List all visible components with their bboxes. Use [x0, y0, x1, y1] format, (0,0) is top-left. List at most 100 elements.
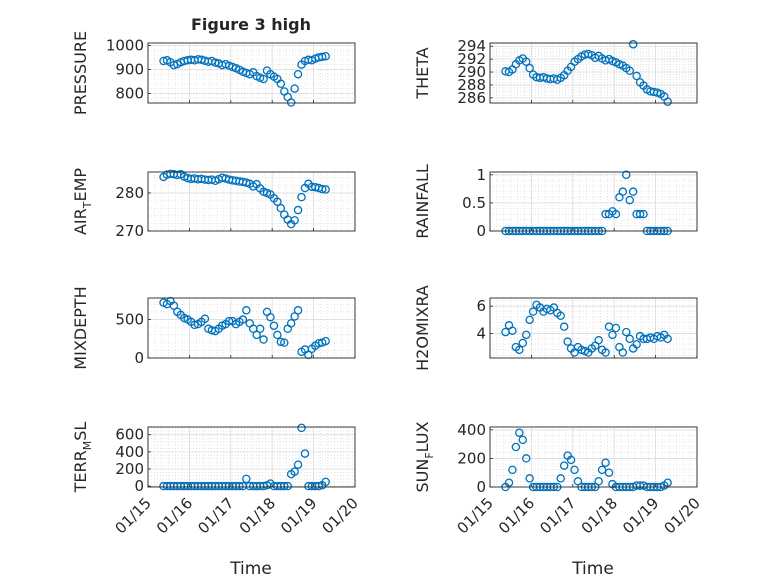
figure-title: Figure 3 high — [191, 15, 311, 34]
data-point — [511, 442, 521, 452]
y-axis-label: AIRTEMP — [71, 168, 94, 235]
y-tick-label: 900 — [115, 60, 144, 78]
data-point — [597, 465, 607, 475]
data-point — [169, 60, 179, 70]
data-point — [321, 185, 330, 194]
axes-box — [489, 42, 698, 104]
chart-panel-4: 0 0.5 1 RAINFALL — [413, 164, 698, 240]
y-tick-label: 292 — [457, 50, 486, 68]
y-tick-label: 200 — [457, 449, 486, 467]
data-point — [283, 481, 292, 491]
data-point — [625, 66, 634, 75]
plot-area — [490, 172, 697, 231]
data-point — [601, 348, 610, 357]
data-point — [286, 98, 296, 107]
data-point — [293, 205, 303, 215]
data-point — [622, 327, 631, 337]
data-point — [525, 474, 534, 483]
data-point — [276, 337, 286, 347]
y-tick-label: 800 — [115, 84, 144, 102]
data-point — [286, 319, 296, 328]
y-tick-label: 294 — [457, 37, 486, 55]
y-tick-label: 288 — [457, 76, 486, 94]
data-point — [266, 312, 275, 322]
data-point — [622, 170, 631, 180]
data-point — [618, 187, 628, 196]
data-point — [297, 423, 306, 433]
data-point — [566, 455, 576, 465]
x-tick-label: 01/18 — [236, 494, 279, 537]
y-axis-label-part: AIR — [71, 208, 90, 235]
data-point — [293, 460, 303, 469]
y-tick-label: 0 — [476, 478, 486, 496]
x-tick-label: 01/16 — [495, 494, 538, 537]
y-axis-label: MIXDEPTH — [71, 286, 90, 369]
y-tick-label: 1000 — [106, 36, 144, 54]
x-tick-label: 01/16 — [153, 494, 196, 537]
y-tick-label: 280 — [115, 184, 144, 202]
data-point — [314, 481, 324, 491]
data-point — [321, 477, 330, 487]
data-point — [608, 330, 617, 340]
y-tick-label: 400 — [115, 443, 144, 461]
y-axis-label-subscript: F — [423, 452, 436, 458]
y-axis-label: RAINFALL — [413, 164, 432, 239]
y-axis-label: SUNFLUX — [413, 421, 436, 492]
data-point — [280, 338, 289, 347]
y-tick-label: 286 — [457, 89, 486, 107]
data-point — [300, 449, 310, 458]
y-tick-label: 1 — [476, 166, 486, 184]
axes-box — [147, 42, 356, 104]
data-point — [611, 323, 621, 333]
data-point — [632, 71, 641, 81]
data-point — [525, 63, 534, 73]
x-axis-label-left: Time — [229, 559, 272, 579]
data-point — [297, 192, 306, 202]
data-point — [242, 474, 251, 484]
y-tick-label: 0 — [476, 222, 486, 240]
y-tick-label: 400 — [457, 421, 486, 439]
x-tick-label: 01/19 — [277, 494, 320, 537]
y-tick-label: 6 — [476, 297, 486, 315]
y-axis-label-part: SUN — [413, 459, 432, 493]
data-point — [632, 340, 641, 349]
y-tick-label: 0 — [134, 477, 144, 495]
data-point — [618, 348, 628, 357]
data-point — [508, 465, 517, 475]
data-point — [611, 209, 621, 219]
data-point — [269, 321, 279, 330]
data-series — [159, 423, 330, 491]
data-point — [238, 315, 248, 324]
data-point — [628, 187, 638, 196]
data-point — [235, 481, 244, 491]
chart-panel-3: 270 280 AIRTEMP — [71, 168, 356, 240]
data-point — [190, 320, 199, 330]
y-axis-label: H2OMIXRA — [413, 285, 432, 371]
data-point — [273, 330, 282, 340]
axes-box — [147, 426, 356, 488]
x-tick-label: 01/20 — [661, 494, 704, 537]
y-axis-label-subscript: T — [81, 201, 94, 209]
data-point — [518, 435, 528, 445]
y-tick-label: 290 — [457, 63, 486, 81]
y-axis-label-part: TERR — [71, 450, 90, 493]
data-point — [293, 306, 303, 315]
data-point — [317, 52, 327, 62]
data-point — [663, 334, 672, 344]
data-point — [504, 478, 514, 487]
data-point — [290, 312, 299, 321]
data-point — [556, 474, 565, 483]
data-series — [159, 51, 330, 107]
y-axis-label: THETA — [413, 47, 432, 99]
x-axis-label-right: Time — [571, 559, 614, 579]
x-tick-label: 01/18 — [578, 494, 621, 537]
data-point — [290, 467, 299, 476]
y-axis-label: TERRMSL — [71, 422, 94, 494]
data-point — [515, 345, 524, 355]
data-point — [594, 336, 603, 345]
data-point — [280, 481, 289, 491]
data-point — [321, 336, 330, 346]
